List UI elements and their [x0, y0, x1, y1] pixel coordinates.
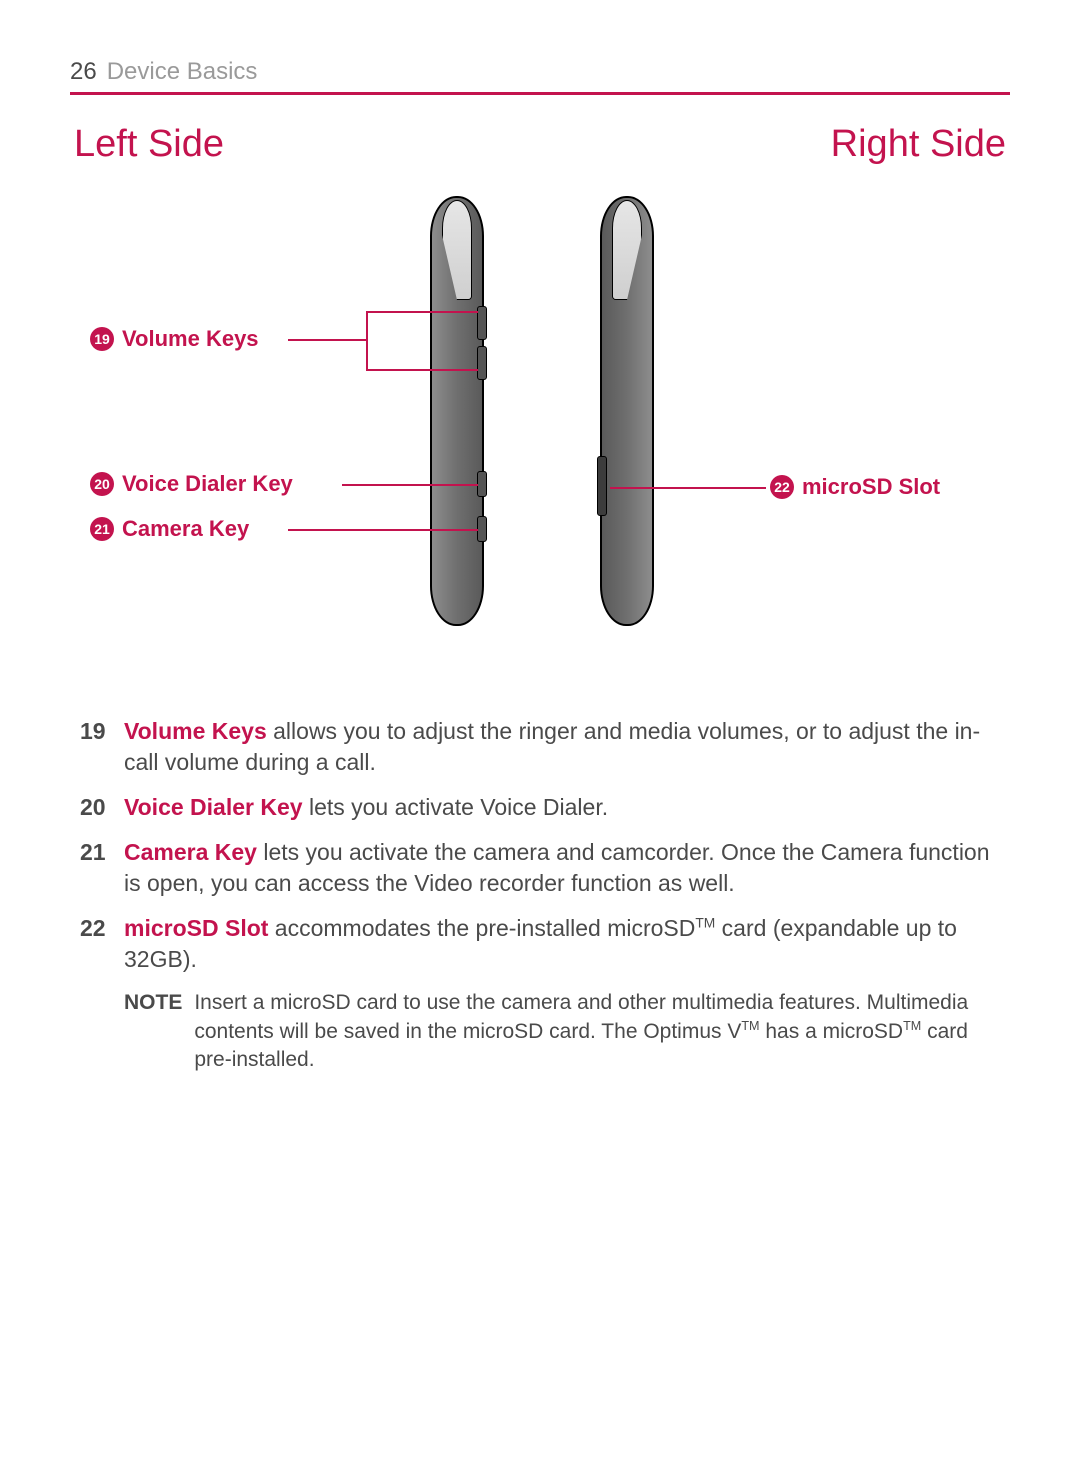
section-title: Device Basics: [107, 58, 258, 86]
trademark-symbol: TM: [741, 1019, 759, 1033]
callout-volume-keys: 19 Volume Keys: [90, 326, 259, 352]
desc-number: 21: [80, 837, 114, 899]
desc-text: lets you activate Voice Dialer.: [303, 794, 609, 820]
voice-dialer-button: [477, 471, 487, 497]
callout-label: microSD Slot: [802, 474, 940, 500]
desc-body: Camera Key lets you activate the camera …: [124, 837, 1000, 899]
left-side-heading: Left Side: [74, 123, 224, 166]
description-19: 19 Volume Keys allows you to adjust the …: [80, 716, 1000, 778]
leader-line: [288, 339, 368, 341]
side-headings-row: Left Side Right Side: [70, 123, 1010, 166]
note-text: has a microSD: [760, 1020, 904, 1043]
callout-camera-key: 21 Camera Key: [90, 516, 249, 542]
note: NOTE Insert a microSD card to use the ca…: [124, 989, 1000, 1074]
page-header: 26 Device Basics: [70, 58, 1010, 95]
callout-label: Voice Dialer Key: [122, 471, 293, 497]
leader-line: [366, 369, 478, 371]
callout-number-20: 20: [90, 472, 114, 496]
phone-right-side-view: [600, 196, 654, 626]
trademark-symbol: TM: [903, 1019, 921, 1033]
callout-number-22: 22: [770, 475, 794, 499]
callout-label: Camera Key: [122, 516, 249, 542]
desc-number: 22: [80, 913, 114, 975]
desc-body: microSD Slot accommodates the pre-instal…: [124, 913, 1000, 975]
leader-line: [288, 529, 478, 531]
description-20: 20 Voice Dialer Key lets you activate Vo…: [80, 792, 1000, 823]
leader-line: [366, 311, 368, 371]
callout-voice-dialer: 20 Voice Dialer Key: [90, 471, 293, 497]
callout-microsd-slot: 22 microSD Slot: [770, 474, 940, 500]
desc-body: Volume Keys allows you to adjust the rin…: [124, 716, 1000, 778]
page-number: 26: [70, 58, 97, 86]
right-side-heading: Right Side: [831, 123, 1006, 166]
desc-number: 20: [80, 792, 114, 823]
callout-label: Volume Keys: [122, 326, 259, 352]
leader-line: [610, 487, 766, 489]
desc-term: Volume Keys: [124, 718, 267, 744]
desc-text: accommodates the pre-installed microSD: [268, 915, 695, 941]
desc-body: Voice Dialer Key lets you activate Voice…: [124, 792, 608, 823]
descriptions-list: 19 Volume Keys allows you to adjust the …: [70, 716, 1010, 1074]
camera-button: [477, 516, 487, 542]
volume-up-button: [477, 306, 487, 340]
microsd-slot: [597, 456, 607, 516]
desc-term: microSD Slot: [124, 915, 268, 941]
leader-line: [366, 311, 478, 313]
desc-number: 19: [80, 716, 114, 778]
phone-left-side-view: [430, 196, 484, 626]
description-21: 21 Camera Key lets you activate the came…: [80, 837, 1000, 899]
note-label: NOTE: [124, 989, 182, 1074]
desc-term: Camera Key: [124, 839, 257, 865]
description-22: 22 microSD Slot accommodates the pre-ins…: [80, 913, 1000, 975]
device-diagram: 19 Volume Keys 20 Voice Dialer Key 21 Ca…: [70, 196, 1010, 656]
volume-down-button: [477, 346, 487, 380]
callout-number-19: 19: [90, 327, 114, 351]
trademark-symbol: TM: [695, 916, 715, 931]
desc-term: Voice Dialer Key: [124, 794, 303, 820]
callout-number-21: 21: [90, 517, 114, 541]
leader-line: [342, 484, 478, 486]
note-body: Insert a microSD card to use the camera …: [194, 989, 1000, 1074]
